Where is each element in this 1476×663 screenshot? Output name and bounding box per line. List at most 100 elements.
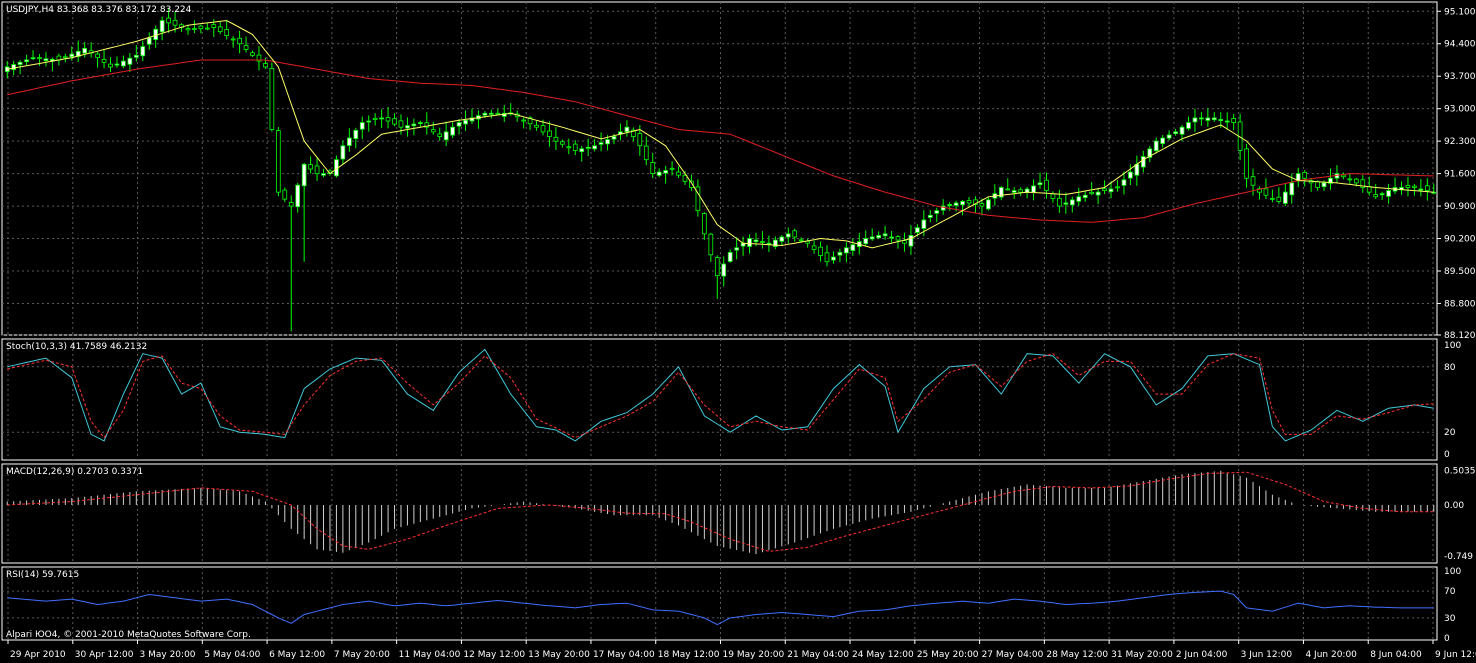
candle [1405, 176, 1411, 197]
time-tick-label: 31 May 20:00 [1111, 650, 1173, 660]
candle [811, 240, 817, 254]
candle [237, 30, 242, 54]
candle [82, 41, 88, 58]
candle [947, 202, 952, 211]
candle [437, 127, 443, 141]
candle [166, 7, 171, 33]
price-tick-label: 89.500 [1444, 267, 1476, 277]
candle [714, 255, 720, 299]
candle [398, 114, 404, 135]
candle [282, 187, 288, 203]
candle [572, 140, 578, 156]
rsi-tick-label: 0 [1444, 634, 1450, 644]
candle [153, 25, 159, 48]
pane-frame-0 [1, 1, 1438, 336]
candle [75, 40, 81, 62]
candle [1431, 183, 1437, 195]
candle [30, 50, 36, 61]
candle [334, 155, 339, 178]
time-tick-label: 7 May 20:00 [334, 650, 390, 660]
candle [1134, 155, 1140, 186]
macd-tick-label: -0.749 [1444, 552, 1473, 562]
candle [88, 42, 94, 58]
candle [1121, 171, 1127, 195]
rsi-tick-label: 100 [1444, 567, 1461, 577]
candle [1270, 189, 1275, 203]
candle [301, 162, 307, 262]
candle [1399, 181, 1404, 195]
candle [779, 235, 785, 246]
time-tick-label: 27 May 04:00 [982, 650, 1044, 660]
candle [740, 236, 746, 256]
candle [850, 238, 856, 256]
macd-header: MACD(12,26,9) 0.2703 0.3371 [6, 467, 143, 477]
candle [1379, 191, 1385, 200]
candle [1031, 179, 1036, 201]
candle [1302, 170, 1308, 187]
candle [185, 25, 191, 35]
candle [314, 157, 320, 181]
candle [69, 46, 75, 61]
candle [424, 112, 430, 135]
candle [1044, 172, 1049, 199]
candle [224, 19, 230, 40]
candle [837, 248, 843, 263]
candle [760, 231, 765, 249]
candle [669, 161, 675, 176]
candle [1140, 150, 1146, 173]
candle [1347, 173, 1353, 184]
candle [876, 231, 881, 240]
candle [592, 138, 597, 152]
candle [844, 242, 849, 263]
time-tick-label: 28 May 12:00 [1046, 650, 1108, 660]
candle [418, 120, 423, 128]
candle [127, 53, 133, 72]
candle [192, 20, 197, 34]
candle [108, 57, 113, 73]
candle [721, 256, 727, 287]
candle [159, 16, 165, 41]
candle [863, 230, 869, 247]
candle [560, 139, 565, 148]
price-tick-label: 91.600 [1444, 170, 1476, 180]
candle [566, 138, 572, 155]
candle [288, 195, 294, 332]
candle [727, 249, 733, 263]
candle [392, 113, 397, 127]
candle [1069, 196, 1075, 213]
price-tick-label: 93.000 [1444, 105, 1476, 115]
candle [1128, 164, 1133, 185]
candle [133, 45, 139, 62]
candle [275, 127, 281, 197]
candle [121, 55, 126, 69]
candle [553, 127, 559, 150]
price-tick-label: 88.800 [1444, 299, 1476, 309]
candle [889, 230, 894, 243]
candle [927, 210, 933, 223]
candle [514, 110, 520, 122]
time-tick-label: 5 May 04:00 [204, 650, 260, 660]
candle [1166, 130, 1172, 141]
rsi-tick-label: 70 [1444, 587, 1456, 597]
candle [1244, 143, 1249, 188]
time-tick-label: 19 May 20:00 [723, 650, 785, 660]
candle [618, 123, 623, 141]
candle [379, 109, 384, 128]
candle [663, 165, 668, 184]
candle [140, 40, 146, 62]
candle [637, 125, 643, 156]
candle [1424, 178, 1430, 201]
candle [831, 251, 836, 264]
candle [824, 245, 830, 267]
time-tick-label: 4 Jun 20:00 [1305, 650, 1357, 660]
candle [1412, 183, 1417, 196]
candle [643, 136, 649, 166]
candle [734, 237, 739, 260]
candle [295, 182, 301, 213]
candle [773, 236, 778, 250]
time-tick-label: 2 Jun 04:00 [1176, 650, 1228, 660]
candle [204, 22, 210, 31]
candle [1282, 183, 1288, 207]
candle [1334, 165, 1340, 183]
